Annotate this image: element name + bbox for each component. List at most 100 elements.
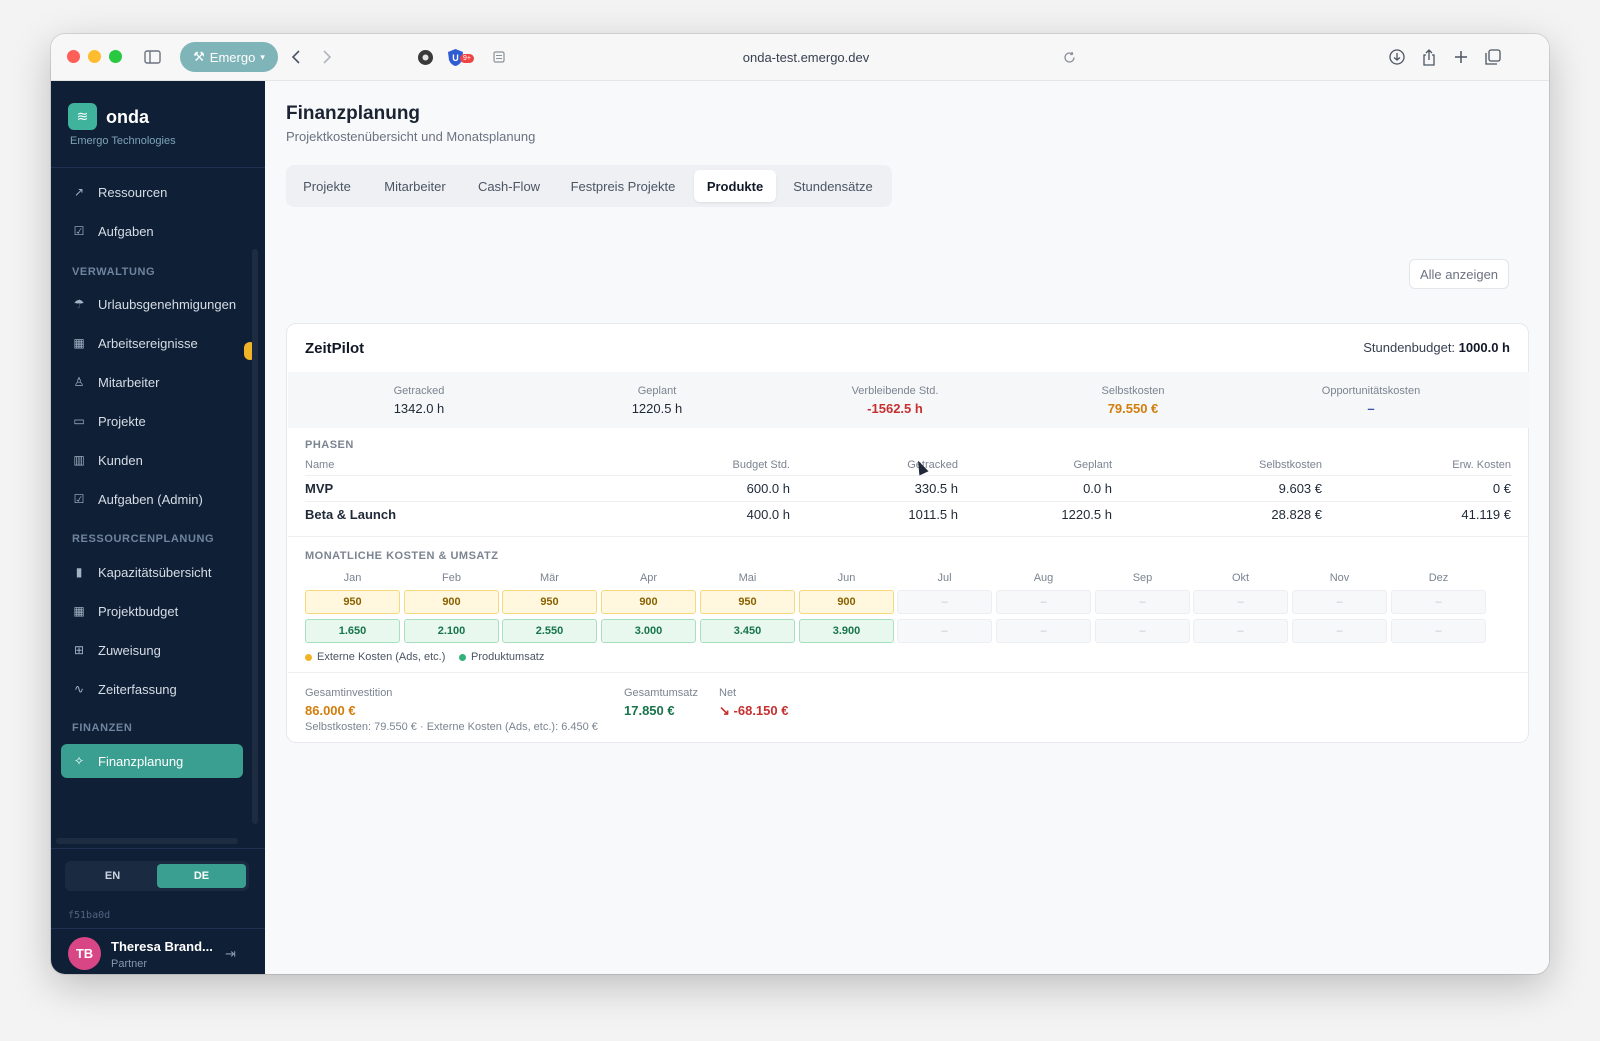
reload-icon[interactable] [1057, 45, 1081, 69]
month-cost-cell[interactable]: 900 [799, 590, 894, 614]
product-card: ZeitPilot Stundenbudget: 1000.0 h Getrac… [286, 323, 1529, 743]
month-cost-cell[interactable]: 950 [305, 590, 400, 614]
month-revenue-cell[interactable]: – [1292, 619, 1387, 643]
phase-name: Beta & Launch [305, 507, 397, 522]
sidebar-item-mitarbeiter[interactable]: ♙ Mitarbeiter [73, 374, 160, 390]
col-budget: Budget Std. [732, 459, 791, 471]
month-cost-cell[interactable]: 900 [404, 590, 499, 614]
month-revenue-cell[interactable]: – [996, 619, 1091, 643]
month-revenue-cell[interactable]: 3.900 [799, 619, 894, 643]
tab-cash-flow[interactable]: Cash-Flow [477, 178, 541, 194]
user-icon: ♙ [73, 375, 85, 389]
version-hash: f51ba0d [68, 910, 111, 921]
tab-festpreis-projekte[interactable]: Festpreis Projekte [570, 178, 676, 194]
month-label: Nov [1329, 572, 1350, 584]
sidebar: ≋ onda Emergo Technologies ↗ Ressourcen … [51, 81, 265, 974]
phase-cost: 9.603 € [1278, 481, 1322, 496]
ublock-extension-icon[interactable]: U 9+ [443, 45, 474, 69]
legend-cost: Externe Kosten (Ads, etc.) [305, 651, 445, 663]
section-divider [288, 672, 1529, 673]
phase-tracked: 330.5 h [914, 481, 958, 496]
month-revenue-cell[interactable]: 3.450 [700, 619, 795, 643]
month-cost-cell[interactable]: – [1292, 590, 1387, 614]
month-cost-cell[interactable]: – [1193, 590, 1288, 614]
section-divider [288, 536, 1529, 537]
lang-de-button[interactable]: DE [157, 864, 246, 888]
sidebar-item-zuweisung[interactable]: ⊞ Zuweisung [73, 642, 161, 658]
month-revenue-cell[interactable]: 1.650 [305, 619, 400, 643]
month-revenue-cell[interactable]: – [1193, 619, 1288, 643]
share-icon[interactable] [1417, 45, 1441, 69]
sidebar-horizontal-scrollbar[interactable] [56, 838, 238, 844]
sidebar-item-aufgaben[interactable]: ☑ Aufgaben [73, 223, 154, 239]
col-erw-kosten: Erw. Kosten [1452, 459, 1511, 471]
avatar[interactable]: TB [68, 937, 101, 970]
month-cost-cell[interactable]: 950 [502, 590, 597, 614]
address-bar[interactable]: onda-test.emergo.dev [506, 42, 1106, 72]
new-tab-icon[interactable] [1449, 45, 1473, 69]
sidebar-divider [51, 167, 265, 168]
month-revenue-cell[interactable]: 2.550 [502, 619, 597, 643]
logout-icon[interactable]: ⇥ [225, 946, 236, 961]
sidebar-item-aufgaben-admin[interactable]: ☑ Aufgaben (Admin) [73, 491, 203, 507]
main-content: Finanzplanung Projektkostenübersicht und… [265, 81, 1549, 974]
month-cost-cell[interactable]: – [897, 590, 992, 614]
month-cost-cell[interactable]: 950 [700, 590, 795, 614]
month-label: Jan [343, 572, 362, 584]
month-revenue-cell[interactable]: – [1391, 619, 1486, 643]
minimize-window-button[interactable] [88, 50, 101, 63]
tab-produkte[interactable]: Produkte [694, 170, 776, 202]
piggy-bank-icon: ✧ [73, 754, 85, 768]
sidebar-item-arbeitsereignisse[interactable]: ▦ Arbeitsereignisse [73, 335, 198, 351]
maximize-window-button[interactable] [109, 50, 122, 63]
month-revenue-cell[interactable]: 2.100 [404, 619, 499, 643]
tab-mitarbeiter[interactable]: Mitarbeiter [384, 178, 446, 194]
reader-icon[interactable] [487, 45, 511, 69]
sidebar-item-ressourcen[interactable]: ↗ Ressourcen [73, 184, 168, 200]
close-window-button[interactable] [67, 50, 80, 63]
tab-overview-icon[interactable] [1481, 45, 1505, 69]
month-label: Jul [937, 572, 952, 584]
page-title: Finanzplanung [286, 103, 421, 124]
sidebar-toggle-icon[interactable] [140, 45, 164, 69]
section-verwaltung: VERWALTUNG [72, 266, 156, 278]
download-icon[interactable] [1385, 45, 1409, 69]
extension-icon[interactable] [413, 45, 437, 69]
month-cost-cell[interactable]: 900 [601, 590, 696, 614]
show-all-button[interactable]: Alle anzeigen [1409, 259, 1509, 289]
sidebar-item-zeiterfassung[interactable]: ∿ Zeiterfassung [73, 681, 177, 697]
sidebar-item-projekte[interactable]: ▭ Projekte [73, 413, 146, 429]
month-cost-cell[interactable]: – [1391, 590, 1486, 614]
sidebar-item-kapazitaetsuebersicht[interactable]: ▮ Kapazitätsübersicht [61, 555, 243, 589]
month-cost-cell[interactable]: – [996, 590, 1091, 614]
calendar-icon: ▦ [73, 336, 85, 350]
onda-logo-icon: ≋ [68, 103, 97, 130]
month-cost-cell[interactable]: – [1095, 590, 1190, 614]
tab-projekte[interactable]: Projekte [303, 178, 351, 194]
forward-icon[interactable] [315, 45, 339, 69]
month-revenue-cell[interactable]: 3.000 [601, 619, 696, 643]
sidebar-item-kunden[interactable]: ▥ Kunden [73, 452, 143, 468]
month-label: Jun [837, 572, 856, 584]
folder-icon: ▭ [73, 414, 85, 428]
sidebar-item-urlaubsgenehmigungen[interactable]: ☂ Urlaubsgenehmigungen [73, 296, 237, 312]
net-label: Net [719, 687, 737, 699]
phase-planned: 1220.5 h [1061, 507, 1112, 522]
tab-stundensaetze[interactable]: Stundensätze [793, 178, 873, 194]
phases-heading: PHASEN [305, 439, 354, 451]
stat-verbleibende: Verbleibende Std. -1562.5 h [851, 385, 939, 416]
sidebar-item-projektbudget[interactable]: ▦ Projektbudget [73, 603, 179, 619]
sidebar-item-finanzplanung[interactable]: ✧ Finanzplanung [61, 744, 243, 778]
checkbox-icon: ☑ [73, 492, 85, 506]
month-revenue-cell[interactable]: – [897, 619, 992, 643]
legend-dot-green [459, 653, 466, 661]
back-icon[interactable] [284, 45, 308, 69]
month-revenue-cell[interactable]: – [1095, 619, 1190, 643]
legend-revenue: Produktumsatz [459, 651, 544, 663]
net-value: ↘ -68.150 € [719, 703, 789, 718]
browser-toolbar: ⚒ Emergo ▾ U 9+ onda-test.emergo.dev [51, 34, 1549, 81]
profile-switcher[interactable]: ⚒ Emergo ▾ [180, 42, 278, 72]
umbrella-icon: ☂ [73, 297, 85, 311]
sidebar-scrollbar[interactable] [252, 249, 258, 824]
lang-en-button[interactable]: EN [104, 870, 121, 882]
